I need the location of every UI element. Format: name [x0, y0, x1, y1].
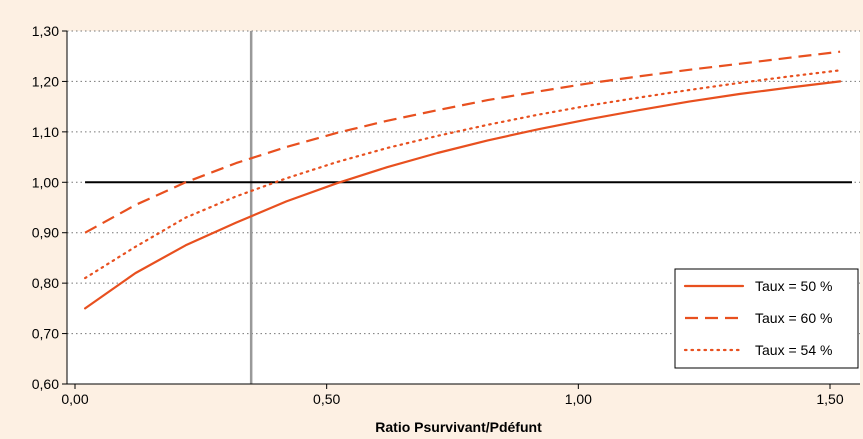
- x-tick-label: 0,50: [313, 391, 340, 407]
- x-tick-label: 1,50: [816, 391, 843, 407]
- y-tick-label: 0,90: [32, 225, 59, 241]
- x-tick-label: 1,00: [565, 391, 592, 407]
- legend-label: Taux = 54 %: [755, 342, 832, 358]
- legend-label: Taux = 50 %: [755, 278, 832, 294]
- series-line-2: [84, 50, 841, 234]
- series-line-1: [83, 80, 842, 310]
- y-tick-label: 1,20: [32, 73, 59, 89]
- y-tick-label: 0,60: [32, 376, 59, 392]
- series-layer: [83, 50, 842, 310]
- y-tick-label: 0,70: [32, 326, 59, 342]
- reference-lines: [85, 31, 852, 384]
- y-tick-label: 1,00: [32, 174, 59, 190]
- axes: 0,60 0,70 0,80 0,90 1,00 1,10 1,20 1,30 0,00 0,50…: [32, 23, 860, 407]
- series-line-3: [83, 69, 842, 280]
- x-axis-label: Ratio Psurvivant/Pdéfunt: [375, 419, 542, 435]
- legend-label: Taux = 60 %: [755, 310, 832, 326]
- y-tick-label: 0,80: [32, 275, 59, 291]
- y-tick-label: 1,30: [32, 23, 59, 39]
- legend: Taux = 50 % Taux = 60 % Taux = 54 %: [674, 268, 859, 369]
- y-tick-label: 1,10: [32, 124, 59, 140]
- x-tick-label: 0,00: [61, 391, 88, 407]
